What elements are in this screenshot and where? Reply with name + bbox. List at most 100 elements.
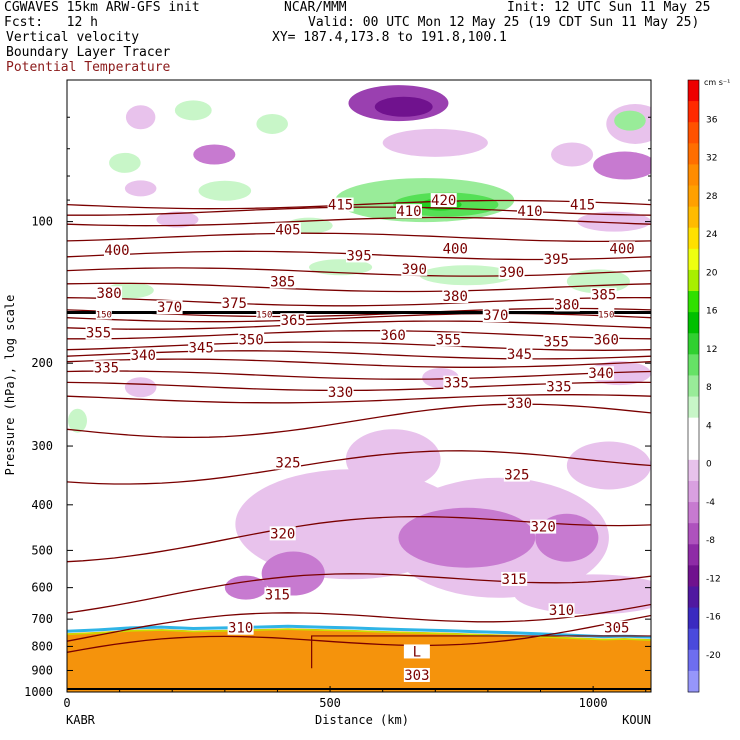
- colorbar-label: 24: [706, 230, 718, 240]
- theta-label-bg: [506, 395, 533, 410]
- theta-label-bg: [501, 571, 528, 586]
- theta-label: 335: [546, 379, 571, 395]
- left-station-label: KABR: [66, 713, 96, 727]
- theta-label: 410: [396, 204, 421, 220]
- theta-contour-415: [67, 199, 651, 210]
- theta-contour-labels: 415 410 420 410 415 400 405 395 400 395 400 390 390 3…: [85, 193, 636, 684]
- vv-region: [614, 110, 646, 131]
- colorbar-swatch: [688, 649, 699, 672]
- theta-label: 310: [228, 621, 253, 637]
- theta-label-bg: [85, 325, 112, 340]
- theta-label: 400: [443, 241, 468, 257]
- theta-label: 320: [530, 520, 555, 536]
- header-field-vertical-velocity: Vertical velocity: [6, 30, 140, 45]
- colorbar-swatch: [688, 396, 699, 419]
- theta-label: 355: [436, 332, 461, 348]
- theta-contour-335: [67, 394, 651, 404]
- theta-label-bg: [443, 375, 470, 390]
- colorbar-swatch: [688, 459, 699, 482]
- theta-label-bg: [380, 327, 407, 342]
- theta-label-bg: [395, 204, 422, 219]
- theta-label: 335: [444, 376, 469, 392]
- vv-region: [514, 574, 651, 615]
- vv-region: [566, 269, 630, 294]
- header-field-theta: Potential Temperature: [6, 60, 171, 75]
- y-tick-label: 600: [31, 581, 53, 595]
- colorbar-swatch: [688, 544, 699, 566]
- y-tick-label: 400: [31, 498, 53, 512]
- vv-region: [345, 429, 441, 490]
- theta-label-bg: [221, 296, 248, 311]
- vv-region: [124, 180, 157, 197]
- theta-contour-405: [67, 232, 651, 243]
- colorbar-label: 36: [706, 115, 718, 125]
- theta-label-bg: [543, 251, 570, 266]
- vv-region: [551, 142, 594, 167]
- y-tick-label: 900: [31, 663, 53, 677]
- colorbar-swatch: [688, 80, 699, 102]
- theta-label: 360: [594, 332, 619, 348]
- header-valid: Valid: 00 UTC Mon 12 May 25 (19 CDT Sun …: [308, 15, 700, 30]
- theta-label: 395: [544, 252, 569, 268]
- theta-label-bg: [280, 313, 307, 328]
- colorbar-label: -16: [706, 613, 721, 623]
- theta-label-bg: [503, 467, 530, 482]
- theta-contour-310: [67, 603, 651, 642]
- theta-label: 355: [544, 335, 569, 351]
- theta-label-bg: [327, 384, 354, 399]
- colorbar-label: 8: [706, 383, 712, 393]
- vv-region: [398, 507, 536, 568]
- theta-label: 310: [549, 603, 574, 619]
- theta-label: L: [413, 644, 421, 660]
- theta-contour-355: [67, 350, 651, 360]
- vv-region: [261, 551, 325, 596]
- vv-region: [193, 144, 236, 165]
- theta-label-bg: [442, 241, 469, 256]
- x-tick-label: 1000: [579, 696, 608, 710]
- colorbar-swatch: [688, 375, 699, 398]
- header-field-bl-tracer: Boundary Layer Tracer: [6, 45, 171, 60]
- colorbar-swatch: [688, 354, 699, 376]
- theta-label-bg: [442, 289, 469, 304]
- theta-label-bg: [588, 366, 615, 381]
- y-tick-label: 300: [31, 439, 53, 453]
- theta-label-bg: [553, 297, 580, 312]
- vertical-velocity-shading: [68, 85, 651, 615]
- colorbar-label: -8: [706, 536, 715, 546]
- colorbar-swatch: [688, 248, 699, 271]
- colorbar-swatch: [688, 565, 699, 587]
- colorbar-swatch: [688, 269, 699, 292]
- theta-label: 325: [504, 468, 529, 484]
- theta-label-bg: [498, 265, 525, 280]
- theta-contour-305: [67, 614, 651, 653]
- theta-label: 370: [483, 308, 508, 324]
- theta-label: 345: [189, 340, 214, 356]
- theta-label-bg: [543, 334, 570, 349]
- colorbar-swatch: [688, 291, 699, 313]
- theta-label: 385: [591, 288, 616, 304]
- colorbar-units: cm s⁻¹: [704, 78, 730, 87]
- theta-contour-360: [67, 341, 651, 351]
- header-xy: XY= 187.4,173.8 to 191.8,100.1: [272, 30, 507, 45]
- theta-label-bg: [430, 193, 457, 208]
- theta-label-bg: [256, 305, 273, 320]
- theta-label: 335: [94, 360, 119, 376]
- theta-label-bg: [95, 305, 112, 320]
- colorbar-swatch: [688, 628, 699, 651]
- theta-contour-345: [67, 370, 651, 380]
- theta-label-bg: [327, 197, 354, 212]
- vv-region: [109, 152, 141, 173]
- theta-label-bg: [403, 644, 430, 659]
- colorbar-label: 16: [706, 307, 718, 317]
- bl-tracer-fill: [67, 628, 651, 692]
- vv-region: [256, 113, 288, 134]
- theta-contour-420: [67, 206, 651, 216]
- vv-region: [577, 211, 651, 232]
- vv-region: [68, 408, 87, 433]
- colorbar-swatch: [688, 670, 699, 693]
- colorbar-label: 4: [706, 421, 712, 431]
- theta-label-bg: [590, 287, 617, 302]
- theta-label: 415: [328, 198, 353, 214]
- y-tick-label: 700: [31, 612, 53, 626]
- theta-label-bg: [598, 305, 615, 320]
